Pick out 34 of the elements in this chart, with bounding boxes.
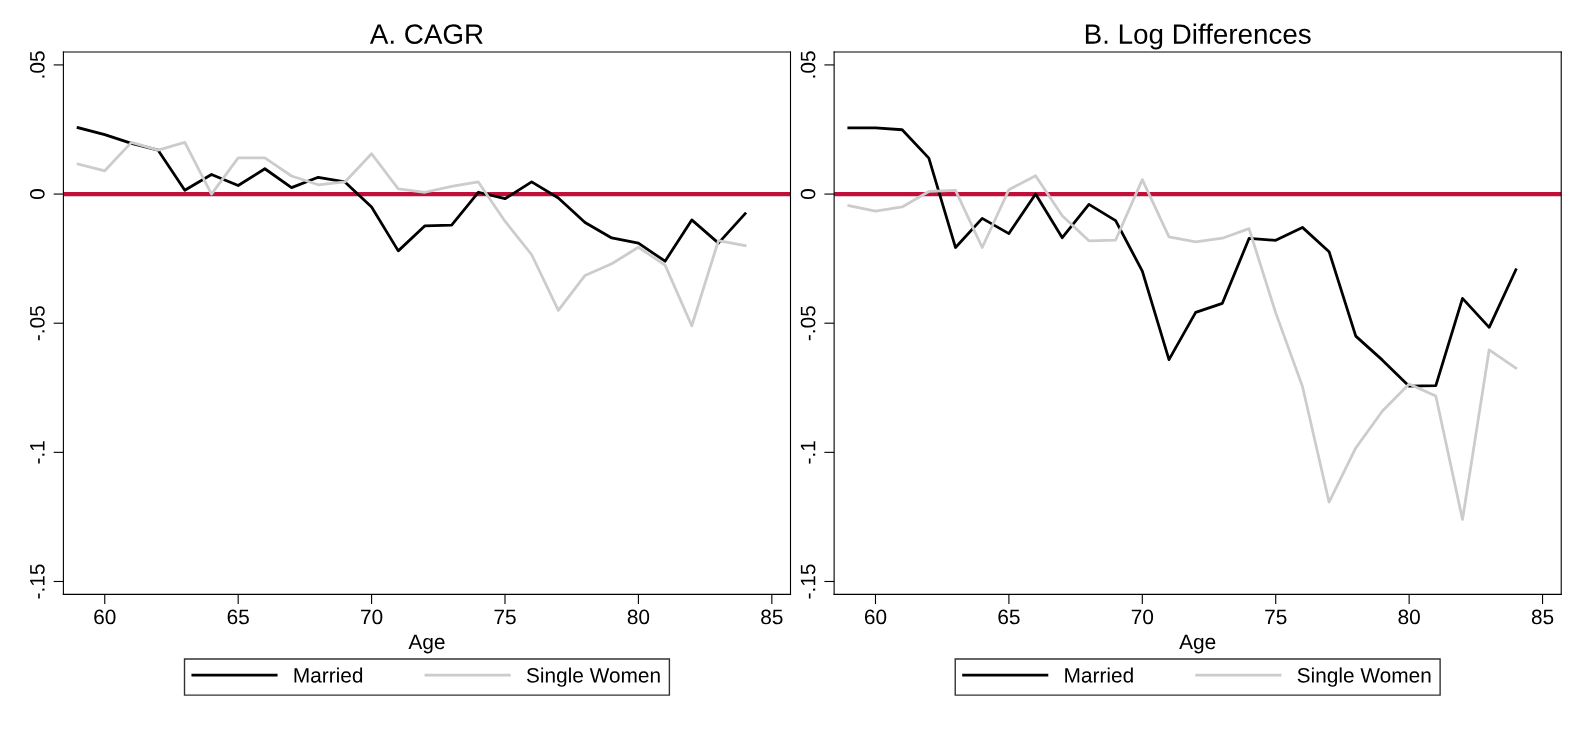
x-tick-label: 65 — [227, 609, 249, 625]
y-tick-label: -.1 — [800, 441, 816, 464]
x-tick-label: 85 — [761, 609, 783, 625]
x-tick-label: 70 — [361, 609, 383, 625]
chart-title: A. CAGR — [369, 24, 483, 44]
y-tick-label: .05 — [800, 51, 816, 78]
y-tick-label: 0 — [29, 189, 45, 200]
y-tick-label: -.05 — [29, 306, 45, 341]
y-tick-label: -.1 — [30, 441, 45, 464]
x-axis-title: Age — [408, 634, 445, 654]
x-tick-label: 70 — [1131, 609, 1154, 625]
x-tick-label: 65 — [998, 609, 1020, 625]
x-tick-label: 75 — [494, 609, 516, 625]
y-tick-label: .05 — [29, 51, 45, 78]
x-tick-label: 85 — [1531, 609, 1554, 625]
x-tick-label: 75 — [1265, 609, 1287, 625]
line-series — [847, 174, 1518, 521]
y-tick-label: -.15 — [800, 564, 816, 599]
x-tick-label: 80 — [1398, 609, 1420, 625]
x-tick-label: 80 — [627, 609, 650, 625]
chart-title: B. Log Differences — [1085, 23, 1311, 50]
line-series — [847, 126, 1518, 388]
y-tick-label: -.05 — [800, 306, 816, 341]
x-tick-label: 60 — [94, 609, 116, 625]
y-tick-label: -.15 — [30, 564, 45, 599]
legend-label: Single Women — [1297, 667, 1431, 687]
x-axis-title: Age — [1179, 634, 1216, 654]
legend-label: Married — [1065, 667, 1133, 683]
y-tick-label: 0 — [800, 189, 816, 200]
line-series — [76, 126, 747, 263]
legend-label: Single Women — [526, 667, 660, 687]
line-series — [76, 141, 747, 328]
legend-label: Married — [294, 667, 363, 683]
x-tick-label: 60 — [864, 609, 887, 625]
